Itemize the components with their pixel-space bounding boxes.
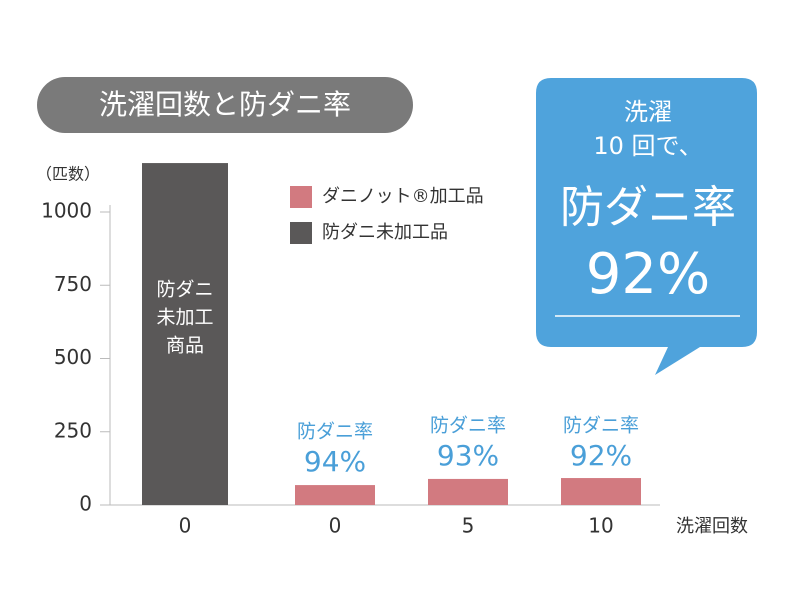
legend-label: 防ダニ未加工品	[322, 222, 448, 243]
x-axis-label: 洗濯回数	[676, 516, 748, 537]
x-tick-label: 10	[588, 514, 613, 538]
bar	[295, 485, 375, 505]
callout-text: 92%	[586, 242, 710, 307]
y-tick-label: 1000	[41, 199, 92, 223]
y-tick-label: 750	[54, 272, 92, 296]
callout-bubble	[536, 78, 757, 375]
y-tick-label: 250	[54, 418, 92, 442]
bar-inner-text: 商品	[166, 335, 204, 357]
legend-swatch	[290, 222, 312, 244]
annotation-text: 防ダニ率	[430, 415, 506, 437]
callout-text: 10 回で、	[593, 132, 702, 160]
bar-inner-text: 防ダニ	[156, 279, 213, 301]
bar	[428, 478, 508, 505]
y-tick-label: 0	[79, 492, 92, 516]
legend-swatch	[290, 186, 312, 208]
title-pill	[37, 77, 413, 133]
x-tick-label: 0	[179, 514, 192, 538]
x-tick-label: 0	[329, 514, 342, 538]
y-axis-unit: （匹数）	[36, 165, 100, 184]
bar	[561, 478, 641, 505]
bar	[142, 163, 228, 505]
annotation-rate: 94%	[304, 445, 366, 478]
annotation-rate: 92%	[570, 439, 632, 472]
annotation-rate: 93%	[437, 439, 499, 472]
bar-inner-text: 未加工	[156, 307, 213, 329]
annotation-text: 防ダニ率	[563, 415, 639, 437]
callout-text: 洗濯	[624, 98, 672, 126]
chart-title: 洗濯回数と防ダニ率	[99, 88, 351, 121]
x-tick-label: 5	[462, 514, 475, 538]
legend-label: ダニノット®加工品	[322, 186, 484, 207]
annotation-text: 防ダニ率	[297, 421, 373, 443]
callout-text: 防ダニ率	[560, 182, 736, 233]
y-tick-label: 500	[54, 345, 92, 369]
